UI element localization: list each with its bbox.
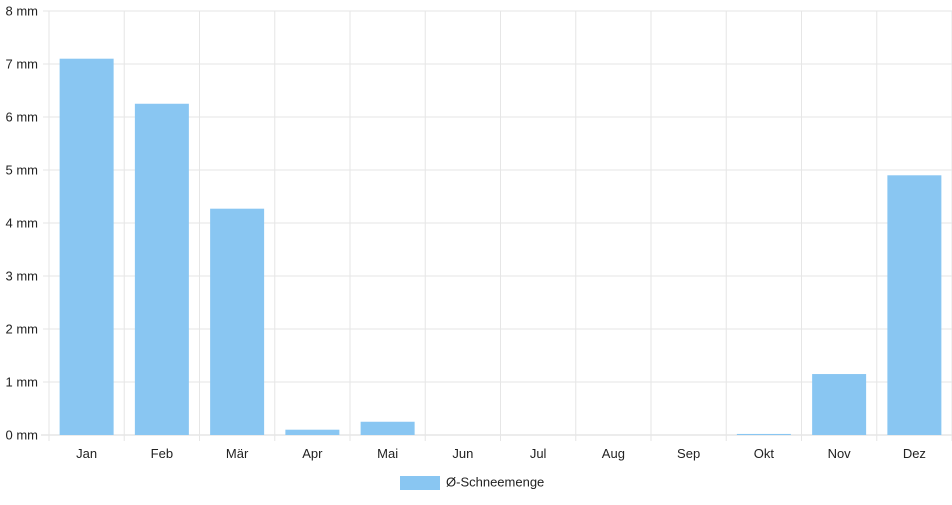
y-tick-label: 5 mm (6, 163, 39, 178)
y-tick-label: 2 mm (6, 322, 39, 337)
y-tick-label: 1 mm (6, 375, 39, 390)
bar-Nov (812, 374, 867, 435)
x-tick-label: Jan (76, 446, 97, 461)
legend-swatch[interactable] (400, 476, 440, 490)
y-tick-label: 8 mm (6, 4, 39, 19)
x-tick-label: Mai (377, 446, 398, 461)
y-tick-label: 0 mm (6, 428, 39, 443)
x-tick-label: Jul (530, 446, 547, 461)
x-tick-label: Nov (828, 446, 852, 461)
bar-Jan (59, 58, 114, 435)
x-tick-label: Dez (903, 446, 926, 461)
y-tick-label: 6 mm (6, 110, 39, 125)
x-tick-label: Sep (677, 446, 700, 461)
y-axis-ticks: 0 mm 1 mm 2 mm 3 mm 4 mm 5 mm 6 mm 7 mm 8 mm (6, 4, 39, 443)
bar-Feb (134, 103, 189, 435)
x-tick-label: Aug (602, 446, 625, 461)
y-tick-label: 3 mm (6, 269, 39, 284)
y-tick-label: 7 mm (6, 57, 39, 72)
y-tick-label: 4 mm (6, 216, 39, 231)
bar-series (59, 58, 942, 436)
grid-lines (41, 10, 952, 441)
bar-Dez (887, 175, 942, 436)
x-axis-ticks: Jan Feb Mär Apr Mai Jun Jul Aug Sep Okt Nov Dez (76, 446, 926, 461)
x-tick-label: Jun (452, 446, 473, 461)
x-tick-label: Mär (226, 446, 249, 461)
bar-Apr (285, 429, 340, 435)
bar-Mai (360, 421, 415, 435)
bar-Okt (736, 433, 791, 435)
bar-Mär (210, 208, 265, 435)
legend[interactable]: Ø-Schneemenge (400, 475, 544, 491)
legend-label[interactable]: Ø-Schneemenge (446, 475, 544, 490)
x-tick-label: Feb (151, 446, 173, 461)
x-tick-label: Okt (754, 446, 775, 461)
x-tick-label: Apr (302, 446, 323, 461)
